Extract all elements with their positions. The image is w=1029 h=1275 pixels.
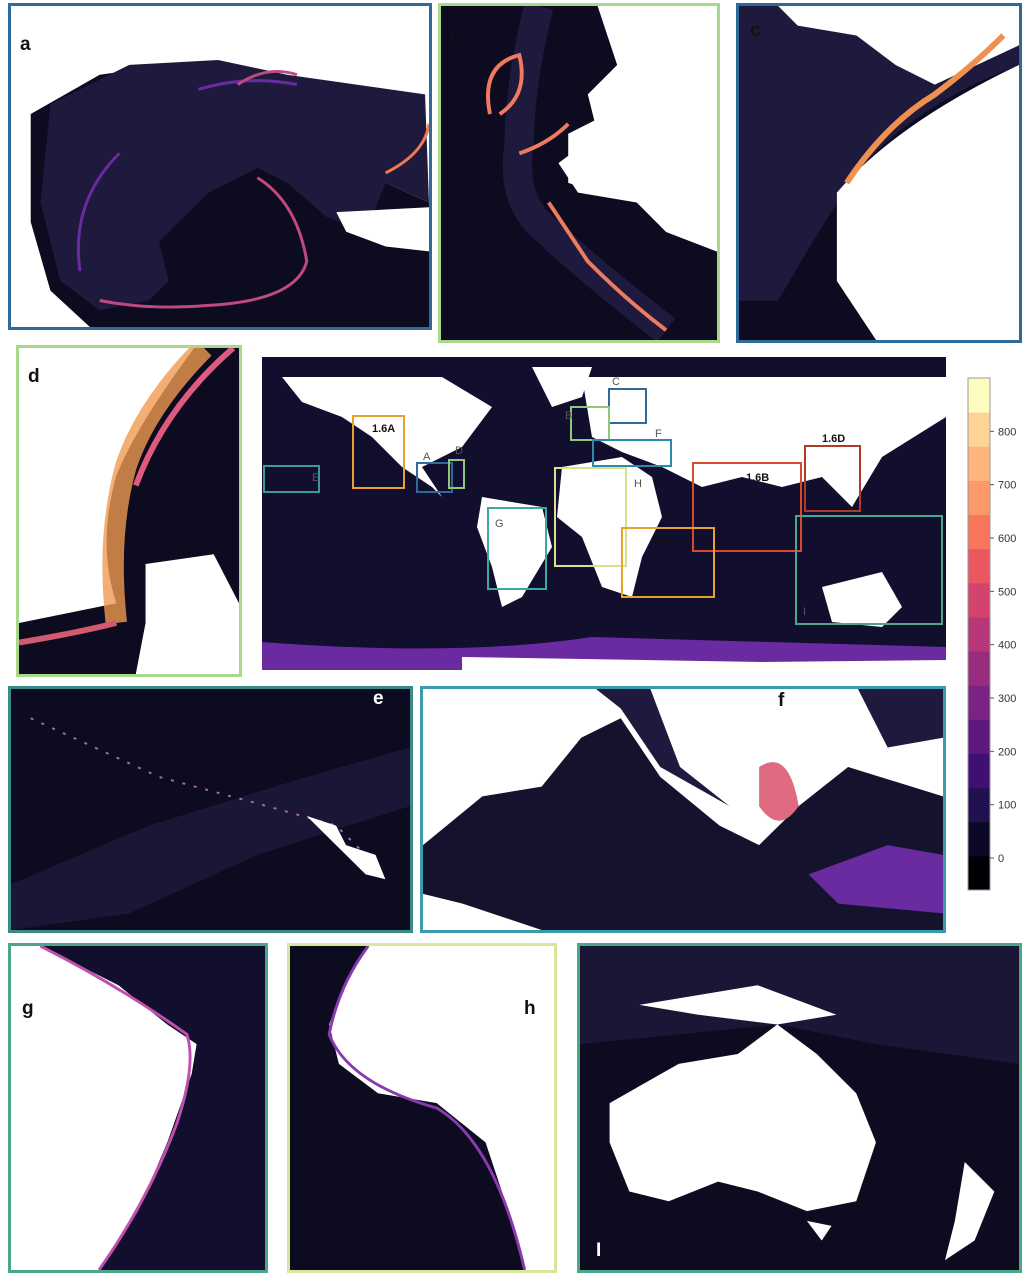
panel-i: [577, 943, 1022, 1273]
panel-label: f: [778, 690, 784, 712]
colorbar-tick-label: 500: [998, 586, 1016, 598]
colorbar: 0 100 200 300 400 500 600 700 800: [960, 372, 1029, 897]
panel-label: d: [28, 366, 40, 388]
box-layer: C B F 1.6A A D E H 1.6B 1.6D G 1.6C I: [262, 357, 946, 670]
colorbar-svg: 0 100 200 300 400 500 600 700 800: [960, 372, 1029, 897]
panel-d: [16, 345, 242, 677]
region-label: F: [655, 428, 662, 440]
colorbar-band: [968, 753, 990, 788]
region-label: 1.6A: [372, 423, 395, 435]
map: [423, 689, 943, 930]
region-label: D: [455, 445, 463, 457]
region-box: [593, 440, 671, 466]
map: [11, 946, 265, 1270]
overview-map: C B F 1.6A A D E H 1.6B 1.6D G 1.6C I: [262, 357, 946, 670]
panel-c: [736, 3, 1022, 343]
colorbar-tick-label: 400: [998, 640, 1016, 652]
panel-a: [8, 3, 432, 330]
colorbar-band: [968, 549, 990, 584]
region-label: C: [612, 376, 620, 388]
colorbar-band: [968, 685, 990, 720]
colorbar-band: [968, 651, 990, 686]
panel-label: e: [373, 688, 384, 710]
region-label: B: [565, 410, 572, 422]
region-label: 1.6D: [822, 433, 845, 445]
region-label: G: [495, 518, 504, 530]
region-box: [417, 463, 452, 492]
region-box: [796, 516, 942, 624]
colorbar-tick-label: 600: [998, 533, 1016, 545]
colorbar-tick-label: 800: [998, 426, 1016, 438]
panel-e: [8, 686, 413, 933]
map: [19, 348, 239, 674]
region-box: [805, 446, 860, 511]
colorbar-band: [968, 719, 990, 754]
region-label: H: [634, 478, 642, 490]
colorbar-band: [968, 515, 990, 550]
map: [290, 946, 554, 1270]
region-box: [264, 466, 319, 492]
map: [441, 6, 717, 340]
panel-label: c: [750, 20, 761, 42]
region-box: [571, 407, 609, 440]
colorbar-band: [968, 446, 990, 481]
panel-label: b: [450, 28, 462, 50]
map: [739, 6, 1019, 340]
panel-g: [8, 943, 268, 1273]
region-label: I: [803, 606, 806, 618]
colorbar-tick-label: 200: [998, 746, 1016, 758]
colorbar-tick-label: 700: [998, 480, 1016, 492]
map: [11, 689, 410, 930]
region-label: E: [312, 472, 319, 484]
colorbar-band: [968, 412, 990, 447]
region-box: [609, 389, 646, 423]
map: [11, 6, 429, 327]
map: [580, 946, 1019, 1270]
colorbar-band: [968, 788, 990, 823]
colorbar-band: [968, 378, 990, 413]
colorbar-tick-label: 0: [998, 853, 1004, 865]
panel-b: [438, 3, 720, 343]
panel-h: [287, 943, 557, 1273]
region-label: 1.6B: [746, 472, 769, 484]
page: a b c d C B F 1.6A A D E H 1.6B 1.6D G 1.6C I e f 0 1…: [0, 0, 1029, 1275]
colorbar-tick-label: 100: [998, 800, 1016, 812]
panel-f: [420, 686, 946, 933]
colorbar-band: [968, 856, 990, 891]
panel-label: I: [596, 1240, 601, 1262]
colorbar-band: [968, 617, 990, 652]
colorbar-band: [968, 480, 990, 515]
panel-label: h: [524, 998, 536, 1020]
colorbar-band: [968, 583, 990, 618]
region-box: [555, 468, 626, 566]
colorbar-tick-label: 300: [998, 693, 1016, 705]
region-label: 1.6C: [652, 535, 675, 547]
region-label: A: [423, 451, 431, 463]
colorbar-band: [968, 822, 990, 857]
panel-label: a: [20, 34, 31, 56]
panel-label: g: [22, 998, 34, 1020]
